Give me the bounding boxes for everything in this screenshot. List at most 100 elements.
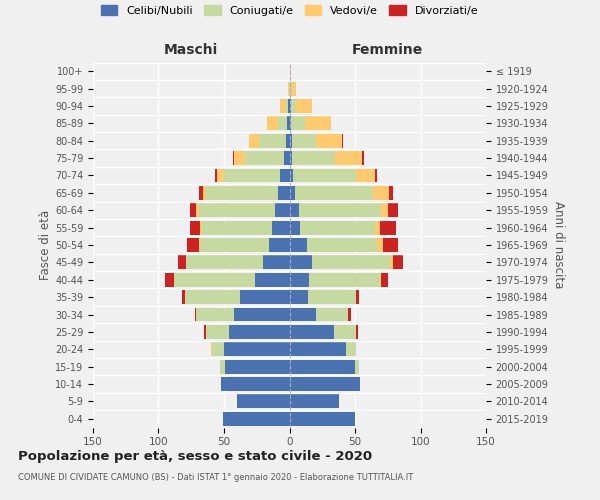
Bar — [280, 168, 290, 182]
Bar — [300, 220, 374, 234]
Bar — [245, 151, 284, 165]
Bar — [185, 290, 240, 304]
Y-axis label: Anni di nascita: Anni di nascita — [552, 202, 565, 288]
Bar — [217, 168, 224, 182]
Bar — [195, 308, 196, 322]
Bar — [291, 99, 296, 113]
Bar — [316, 134, 342, 147]
Bar — [334, 325, 356, 339]
Bar — [278, 186, 290, 200]
Bar — [290, 82, 292, 96]
Bar — [174, 273, 256, 286]
Bar — [296, 99, 312, 113]
Bar — [293, 168, 356, 182]
Bar — [290, 412, 355, 426]
Bar — [199, 204, 275, 217]
Bar — [292, 151, 335, 165]
Bar — [263, 256, 290, 270]
Bar — [205, 325, 206, 339]
Bar — [393, 256, 403, 270]
Bar — [240, 290, 290, 304]
Bar — [377, 238, 383, 252]
Bar — [187, 238, 199, 252]
Bar — [290, 168, 293, 182]
Bar — [199, 186, 203, 200]
Bar — [233, 151, 235, 165]
Bar — [290, 220, 300, 234]
Bar — [206, 325, 229, 339]
Bar — [290, 290, 308, 304]
Bar — [200, 220, 202, 234]
Bar — [182, 290, 185, 304]
Bar — [203, 186, 206, 200]
Bar — [305, 116, 331, 130]
Bar — [290, 238, 307, 252]
Bar — [308, 290, 356, 304]
Bar — [165, 273, 174, 286]
Bar — [220, 360, 226, 374]
Bar — [237, 394, 290, 408]
Bar — [356, 325, 358, 339]
Bar — [388, 204, 398, 217]
Bar — [290, 342, 346, 356]
Bar — [290, 360, 355, 374]
Bar — [346, 342, 356, 356]
Bar — [249, 134, 259, 147]
Bar — [286, 99, 288, 113]
Bar — [381, 273, 388, 286]
Text: Femmine: Femmine — [352, 44, 424, 58]
Bar — [374, 220, 380, 234]
Bar — [389, 186, 393, 200]
Bar — [221, 377, 290, 391]
Bar — [215, 168, 217, 182]
Bar — [290, 273, 309, 286]
Bar — [335, 151, 362, 165]
Bar — [292, 82, 296, 96]
Bar — [286, 134, 290, 147]
Bar — [295, 186, 373, 200]
Bar — [290, 308, 316, 322]
Bar — [381, 204, 388, 217]
Bar — [284, 151, 290, 165]
Bar — [299, 204, 381, 217]
Bar — [380, 220, 395, 234]
Y-axis label: Fasce di età: Fasce di età — [39, 210, 52, 280]
Bar — [199, 238, 200, 252]
Bar — [186, 256, 263, 270]
Bar — [196, 204, 199, 217]
Text: COMUNE DI CIVIDATE CAMUNO (BS) - Dati ISTAT 1° gennaio 2020 - Elaborazione TUTTI: COMUNE DI CIVIDATE CAMUNO (BS) - Dati IS… — [18, 472, 413, 482]
Bar — [290, 394, 339, 408]
Bar — [280, 99, 286, 113]
Bar — [196, 308, 235, 322]
Bar — [212, 342, 224, 356]
Bar — [275, 204, 290, 217]
Text: Popolazione per età, sesso e stato civile - 2020: Popolazione per età, sesso e stato civil… — [18, 450, 372, 463]
Bar — [290, 151, 292, 165]
Bar — [200, 238, 269, 252]
Bar — [288, 82, 290, 96]
Bar — [287, 116, 290, 130]
Bar — [290, 377, 360, 391]
Bar — [291, 116, 305, 130]
Bar — [224, 168, 280, 182]
Legend: Celibi/Nubili, Coniugati/e, Vedovi/e, Divorziati/e: Celibi/Nubili, Coniugati/e, Vedovi/e, Di… — [96, 0, 483, 20]
Bar — [235, 151, 245, 165]
Bar — [290, 204, 299, 217]
Bar — [355, 360, 359, 374]
Bar — [290, 256, 312, 270]
Bar — [223, 412, 290, 426]
Text: Maschi: Maschi — [164, 44, 218, 58]
Bar — [307, 238, 377, 252]
Bar — [256, 273, 290, 286]
Bar — [391, 256, 393, 270]
Bar — [288, 99, 290, 113]
Bar — [342, 134, 343, 147]
Bar — [229, 325, 290, 339]
Bar — [290, 99, 291, 113]
Bar — [356, 290, 359, 304]
Bar — [211, 342, 212, 356]
Bar — [235, 308, 290, 322]
Bar — [349, 308, 351, 322]
Bar — [356, 168, 374, 182]
Bar — [290, 116, 291, 130]
